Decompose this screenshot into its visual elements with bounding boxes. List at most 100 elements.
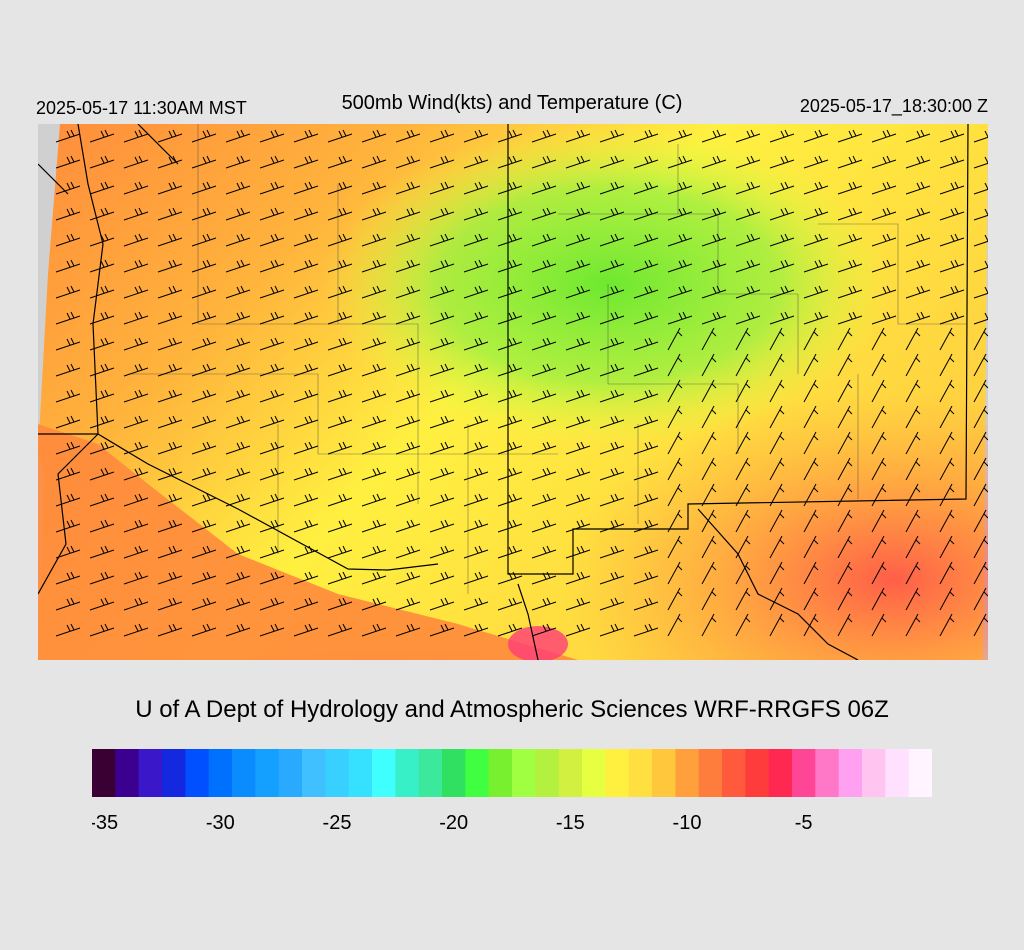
- wind-barb: [803, 483, 819, 507]
- wind-barb: [667, 405, 683, 429]
- wind-barb: [803, 233, 829, 247]
- wind-barb: [497, 259, 523, 273]
- wind-barb: [55, 207, 81, 221]
- wind-barb: [123, 337, 149, 351]
- wind-barb: [939, 509, 955, 533]
- wind-barb: [497, 597, 523, 611]
- wind-barb: [769, 613, 785, 637]
- wind-barb: [157, 181, 183, 195]
- wind-barb: [837, 129, 863, 143]
- wind-barb: [973, 327, 988, 351]
- wind-barb: [973, 208, 988, 221]
- wind-barb: [565, 519, 591, 533]
- wind-barb: [769, 431, 785, 455]
- wind-barb: [361, 207, 387, 221]
- wind-barb: [939, 285, 965, 299]
- wind-barb: [939, 379, 955, 403]
- wind-barb: [191, 623, 217, 637]
- wind-barb: [395, 389, 421, 403]
- wind-barb: [803, 353, 819, 377]
- wind-barb: [939, 561, 955, 585]
- wind-barb: [293, 441, 319, 455]
- wind-barb: [803, 587, 819, 611]
- wind-barb: [225, 623, 251, 637]
- colorbar-swatch: [92, 749, 116, 797]
- wind-barb: [531, 493, 557, 507]
- wind-barb: [905, 311, 931, 325]
- wind-barb: [531, 233, 557, 247]
- wind-barb: [973, 379, 988, 403]
- wind-barb: [259, 311, 285, 325]
- wind-barb: [905, 587, 921, 611]
- wind-barb: [905, 431, 921, 455]
- wind-barb: [327, 233, 353, 247]
- wind-barb: [871, 181, 897, 195]
- wind-barb: [361, 467, 387, 481]
- wind-barb: [565, 285, 591, 299]
- wind-barb: [497, 363, 523, 377]
- wind-barb: [837, 613, 853, 637]
- wind-barb: [225, 181, 251, 195]
- wind-barb: [565, 233, 591, 247]
- wind-barb: [599, 285, 625, 299]
- wind-barb: [837, 509, 853, 533]
- colorbar-swatch: [628, 749, 653, 797]
- wind-barb: [769, 207, 795, 221]
- wind-barb: [395, 415, 421, 429]
- wind-barb: [973, 405, 988, 429]
- wind-barb: [89, 207, 115, 221]
- wind-barb: [123, 441, 149, 455]
- wind-barb: [157, 597, 183, 611]
- wind-barb: [905, 379, 921, 403]
- wind-barb: [157, 129, 183, 143]
- wind-barb: [157, 311, 183, 325]
- wind-barb: [803, 259, 829, 273]
- colorbar-swatch: [372, 749, 396, 797]
- colorbar-tick-label: -10: [673, 812, 702, 834]
- wind-barb: [123, 155, 149, 169]
- wind-barb: [191, 467, 217, 481]
- wind-barb: [361, 155, 387, 169]
- wind-barb: [973, 587, 988, 611]
- wind-barb: [157, 519, 183, 533]
- wind-barb: [905, 353, 921, 377]
- wind-barb: [667, 129, 693, 143]
- wind-barb: [327, 285, 353, 299]
- colorbar-swatch: [488, 749, 513, 797]
- wind-barb: [531, 467, 557, 481]
- wind-barb: [837, 233, 863, 247]
- colorbar-swatch: [908, 749, 932, 797]
- wind-barb: [259, 415, 285, 429]
- wind-barb: [735, 207, 761, 221]
- wind-barb: [939, 457, 955, 481]
- wind-barb: [55, 571, 81, 585]
- wind-barb: [293, 155, 319, 169]
- wind-barb: [191, 571, 217, 585]
- wind-barb: [871, 327, 887, 351]
- wind-barb: [565, 311, 591, 325]
- wind-barb: [531, 545, 557, 559]
- wind-barb: [701, 353, 717, 377]
- wind-barb: [667, 431, 683, 455]
- wind-barb: [701, 587, 717, 611]
- wind-barb: [871, 561, 887, 585]
- wind-barb: [565, 155, 591, 169]
- wind-barb: [463, 285, 489, 299]
- wind-barb: [803, 613, 819, 637]
- colorbar-swatch: [792, 749, 816, 797]
- wind-barb: [89, 493, 115, 507]
- wind-barb: [429, 519, 455, 533]
- wind-barb: [327, 519, 353, 533]
- wind-barb: [837, 311, 863, 325]
- wind-barb: [769, 353, 785, 377]
- colorbar-swatch: [862, 749, 886, 797]
- wind-barb: [769, 405, 785, 429]
- wind-barb: [599, 623, 625, 637]
- wind-barb: [463, 545, 489, 559]
- wind-barb: [735, 311, 761, 325]
- wind-barb: [939, 587, 955, 611]
- colorbar-swatch: [278, 749, 303, 797]
- wind-barb: [327, 467, 353, 481]
- wind-barb: [837, 457, 853, 481]
- wind-barb: [633, 597, 659, 611]
